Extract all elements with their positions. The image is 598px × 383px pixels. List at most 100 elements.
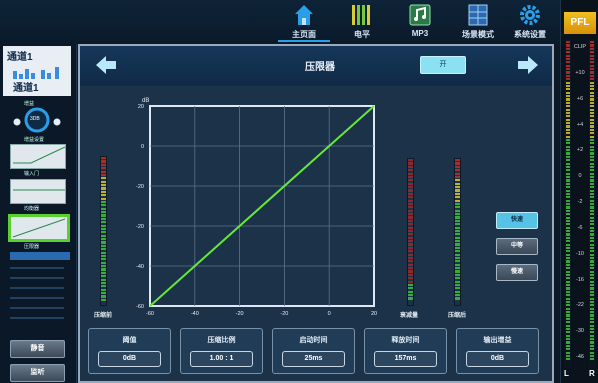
x-tick-label: 20 xyxy=(371,311,377,317)
attack-value[interactable]: 25ms xyxy=(282,351,345,367)
nav-settings-label: 系统设置 xyxy=(514,30,546,39)
pfl-scale-tick: -6 xyxy=(577,224,583,231)
release-label: 释放时间 xyxy=(391,337,420,344)
eq-label: 均衡器 xyxy=(24,206,40,212)
mini-fader-bank xyxy=(10,267,64,319)
channel-selector[interactable]: 通道1 通道1 xyxy=(3,46,71,96)
pfl-scale-tick: -22 xyxy=(576,302,584,309)
ratio-label: 压缩比例 xyxy=(207,337,236,344)
channel-name-small: 通道1 xyxy=(7,52,33,63)
output-gain-value[interactable]: 0dB xyxy=(466,351,529,367)
pfl-scale-tick: +10 xyxy=(575,69,585,76)
y-tick-label: 20 xyxy=(138,104,144,110)
gate-label: 输入门 xyxy=(24,171,40,177)
nav-home-label: 主页面 xyxy=(278,29,330,42)
gain-knob-caption: 增益设置 xyxy=(24,137,45,143)
output-gain-label: 输出增益 xyxy=(483,337,512,344)
panel-header: 压限器 开 xyxy=(80,46,552,86)
limiter-thumbnail[interactable] xyxy=(8,214,70,242)
pfl-right-label: R xyxy=(589,369,595,378)
pfl-right-meter xyxy=(589,40,595,366)
previous-arrow-icon[interactable] xyxy=(94,54,118,76)
output-gain-param[interactable]: 输出增益 0dB xyxy=(456,328,539,374)
x-tick-label: -40 xyxy=(191,311,199,317)
nav-level-label: 电平 xyxy=(354,30,370,39)
music-icon xyxy=(409,4,431,26)
release-value[interactable]: 157ms xyxy=(374,351,437,367)
mute-button[interactable]: 静音 xyxy=(10,340,65,358)
pfl-meter-panel: PFL CLIP +10 +6 +4 +2 0 -2 -6 -10 -16 -22 -30 -46 L … xyxy=(560,0,598,383)
channel-name-big: 通道1 xyxy=(13,83,39,94)
nav-scene[interactable]: 场景模式 xyxy=(452,2,504,42)
pfl-scale-tick: -46 xyxy=(576,354,584,361)
x-tick-label: -60 xyxy=(146,311,154,317)
input-level-meter xyxy=(100,156,107,306)
pfl-left-meter xyxy=(565,40,571,366)
pfl-scale-tick: +6 xyxy=(576,95,584,102)
fader-icon xyxy=(352,5,370,25)
gain-reduction-meter xyxy=(407,158,414,306)
output-meter-label: 压缩后 xyxy=(448,313,467,319)
nav-settings[interactable]: 系统设置 xyxy=(504,2,556,42)
nav-mp3-label: MP3 xyxy=(411,29,429,38)
pfl-scale-tick: -2 xyxy=(577,199,583,206)
speed-slow-button[interactable]: 慢速 xyxy=(496,264,538,281)
transfer-curve-line xyxy=(149,105,375,307)
gate-curve xyxy=(13,146,66,164)
pfl-left-label: L xyxy=(564,369,569,378)
settings-gear-icon xyxy=(520,5,540,25)
pfl-title[interactable]: PFL xyxy=(564,12,596,34)
home-icon xyxy=(295,5,313,25)
channel-strip-panel: 通道1 通道1 增益 3DB 增益设置 输入门 均衡器 压限器 静音 监 xyxy=(0,44,77,383)
nav-level[interactable]: 电平 xyxy=(336,2,388,42)
threshold-value[interactable]: 0dB xyxy=(98,351,161,367)
nav-home[interactable]: 主页面 xyxy=(278,2,330,42)
eq-thumbnail[interactable] xyxy=(10,179,66,204)
page-title: 压限器 xyxy=(305,62,335,73)
pfl-scale-tick: +4 xyxy=(576,121,584,128)
pfl-scale-tick: CLIP xyxy=(573,44,587,50)
x-tick-label: 0 xyxy=(328,311,331,317)
pfl-scale-tick: -16 xyxy=(576,276,584,283)
parameter-row: 阈值 0dB 压缩比例 1.00 : 1 启动时间 25ms 释放时间 157m… xyxy=(80,320,552,381)
nav-mp3[interactable]: MP3 xyxy=(394,2,446,42)
output-level-meter xyxy=(454,158,461,306)
y-tick-label: -40 xyxy=(136,264,144,270)
threshold-param[interactable]: 阈值 0dB xyxy=(88,328,171,374)
pfl-scale-tick: 0 xyxy=(578,173,582,180)
y-tick-label: -60 xyxy=(136,304,144,310)
gain-knob[interactable] xyxy=(12,106,62,136)
release-param[interactable]: 释放时间 157ms xyxy=(364,328,447,374)
channel-nav-strip[interactable] xyxy=(10,252,70,260)
chart-area: dB 20 0 -20 -20 -40 -60 -60 -40 -20 -20 0 20 压缩前 衰减量… xyxy=(80,86,552,320)
threshold-label: 阈值 xyxy=(122,337,137,344)
input-meter-label: 压缩前 xyxy=(94,313,113,319)
next-arrow-icon[interactable] xyxy=(516,54,540,76)
x-tick-label: -20 xyxy=(280,311,288,317)
nav-scene-label: 场景模式 xyxy=(462,30,494,39)
speed-medium-button[interactable]: 中等 xyxy=(496,238,538,255)
scene-icon xyxy=(468,4,488,26)
ratio-param[interactable]: 压缩比例 1.00 : 1 xyxy=(180,328,263,374)
attack-label: 启动时间 xyxy=(299,337,328,344)
y-tick-label: 0 xyxy=(141,144,144,150)
attack-param[interactable]: 启动时间 25ms xyxy=(272,328,355,374)
y-tick-label: -20 xyxy=(136,224,144,230)
limiter-on-button[interactable]: 开 xyxy=(420,56,466,74)
channel-level-bars xyxy=(13,67,59,79)
gain-label: 增益 xyxy=(24,101,35,107)
x-tick-label: -20 xyxy=(236,311,244,317)
pfl-scale-tick: -30 xyxy=(576,328,584,335)
y-tick-label: -20 xyxy=(136,184,144,190)
solo-button[interactable]: 监听 xyxy=(10,364,65,382)
limiter-label: 压限器 xyxy=(24,244,40,250)
ratio-value[interactable]: 1.00 : 1 xyxy=(190,351,253,367)
speed-fast-button[interactable]: 快速 xyxy=(496,212,538,229)
gate-thumbnail[interactable] xyxy=(10,144,66,169)
limiter-curve xyxy=(12,218,66,238)
y-axis-label: dB xyxy=(142,98,149,104)
top-nav-bar: 主页面 电平 MP3 场景模式 系统设置 xyxy=(0,0,560,44)
pfl-scale-tick: +2 xyxy=(576,147,584,154)
